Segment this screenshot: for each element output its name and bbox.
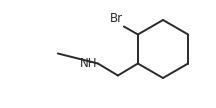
Text: Br: Br — [110, 13, 123, 25]
Text: NH: NH — [79, 57, 97, 70]
